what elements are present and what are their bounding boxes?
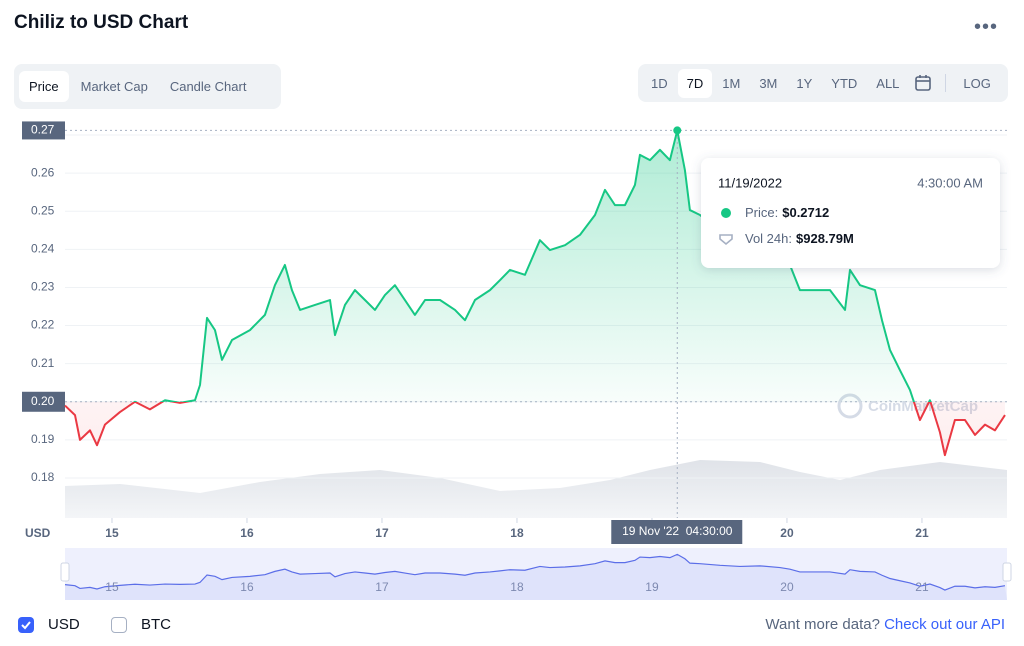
option-label: BTC (141, 616, 171, 633)
navigator-tick-label: 19 (645, 580, 659, 594)
chart-tabs: Price Market Cap Candle Chart (14, 64, 281, 109)
tab[interactable]: Candle Chart (169, 79, 247, 94)
price-line (64, 129, 1006, 457)
prompt: Want more data? (765, 616, 880, 633)
price-area (65, 130, 1005, 456)
x-tick-label: 21 (915, 526, 929, 540)
tooltip-price-label: Price: (745, 205, 778, 220)
y-tick-label: 0.26 (31, 165, 55, 179)
x-tick-label: 16 (240, 526, 254, 540)
tooltip-volume-name: Vol 24h: $928.79M (745, 231, 854, 246)
tooltip-volume-icon (719, 234, 733, 246)
y-tick-label: 0.24 (31, 242, 55, 256)
navigator-line (64, 553, 1006, 591)
axis-unit: USD (25, 526, 51, 540)
tooltip (701, 158, 1000, 268)
navigator-tick-label: 21 (915, 580, 929, 594)
option-label: USD (48, 616, 80, 633)
baseline-label-box (22, 391, 65, 412)
navigator-tick-label: 20 (780, 580, 794, 594)
range[interactable]: 3M (759, 75, 778, 91)
range[interactable]: YTD (831, 75, 858, 91)
tooltip-volume-label: Vol 24h: (745, 231, 792, 246)
log-toggle[interactable]: LOG (963, 75, 991, 91)
tab[interactable]: Market Cap (80, 79, 148, 94)
y-tick-label: 0.20 (31, 394, 55, 408)
calendar-icon[interactable] (913, 73, 933, 93)
range[interactable]: 1M (722, 75, 741, 91)
tooltip-price: $0.2712 (782, 205, 829, 220)
x-tick-label: 18 (510, 526, 524, 540)
x-crosshair-label: 19 Nov '22 04:30:00 (622, 524, 733, 538)
y-tick-label: 0.25 (31, 203, 55, 217)
chart: 0.18 0.19 0.20 0.21 0.22 0.23 0.24 0.25 0.26 0.27… (22, 121, 1012, 600)
y-tick-label: 0.22 (31, 318, 55, 332)
navigator-tick-label: 15 (105, 580, 119, 594)
navigator-handle[interactable] (60, 562, 70, 582)
x-crosshair-box (611, 520, 743, 544)
x-tick-label: 15 (105, 526, 119, 540)
navigator-handle[interactable] (1002, 562, 1012, 582)
api-link[interactable]: Check out our API (884, 616, 1005, 633)
checkbox-checked[interactable] (18, 616, 34, 633)
hover-point (673, 126, 682, 135)
currency-option[interactable]: USD (18, 616, 80, 633)
range[interactable]: ALL (876, 75, 900, 91)
y-tick-label: 0.23 (31, 280, 55, 294)
tooltip-price-name: Price: $0.2712 (745, 205, 829, 220)
y-tick-label: 0.18 (31, 470, 55, 484)
tab[interactable]: Price (19, 71, 69, 102)
more-menu[interactable]: ••• (973, 16, 998, 38)
y-tick-label: 0.19 (31, 432, 55, 446)
navigator-tick-label: 17 (375, 580, 389, 594)
range[interactable]: 1Y (796, 75, 813, 91)
range[interactable]: 1D (651, 75, 668, 91)
tooltip-time: 4:30:00 AM (917, 175, 983, 190)
y-crosshair-label: 0.27 (31, 123, 55, 137)
x-tick-label: 17 (375, 526, 389, 540)
separator (945, 74, 947, 92)
checkbox[interactable] (111, 616, 127, 633)
range-selector: 1D 7D 1M 3M 1Y YTD ALL LOG (638, 64, 1008, 102)
x-tick-label: 20 (780, 526, 794, 540)
title: Chiliz to USD Chart (14, 12, 189, 33)
y-crosshair-box (22, 121, 65, 140)
range[interactable]: 7D (677, 68, 713, 98)
navigator-area (65, 554, 1007, 600)
navigator-tick-label: 18 (510, 580, 524, 594)
currency-option[interactable]: BTC (111, 616, 171, 633)
volume-background (65, 460, 1007, 518)
tooltip-date: 11/19/2022 (718, 175, 782, 190)
y-tick-label: 0.21 (31, 356, 55, 370)
tooltip-price-dot (721, 208, 731, 218)
tooltip-volume: $928.79M (796, 231, 854, 246)
navigator-tick-label: 16 (240, 580, 254, 594)
api-prompt: Want more data? Check out our API (765, 616, 1005, 633)
